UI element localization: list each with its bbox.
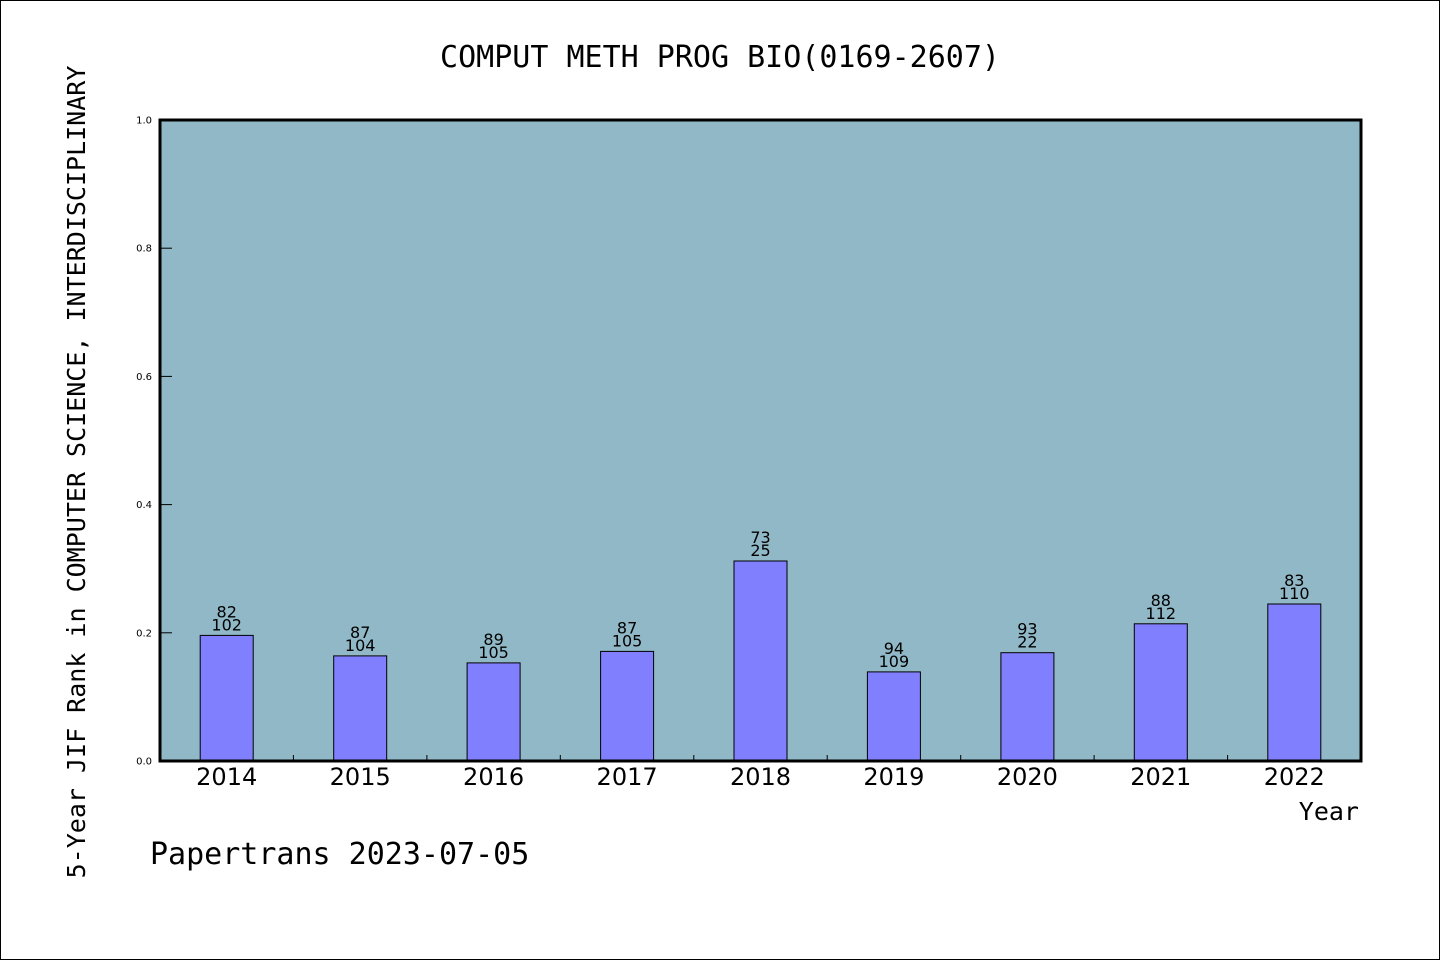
bar-total-label: 112 (1146, 604, 1177, 623)
footer-text: Papertrans 2023-07-05 (150, 837, 529, 872)
bar-2017 (600, 650, 655, 762)
bar-2022 (1267, 603, 1322, 762)
bar-total-label: 105 (612, 631, 643, 650)
y-tick-label: 0.6 (136, 372, 152, 383)
y-tick-label: 0.2 (136, 628, 152, 639)
bar-rank-label: 87 (350, 623, 370, 642)
bars (199, 560, 1322, 762)
bar-total-label: 102 (211, 615, 242, 634)
bar-total-label: 105 (478, 643, 509, 662)
y-tick-label: 0.0 (136, 757, 152, 768)
bar-total-label: 25 (750, 541, 770, 560)
chart-title: COMPUT METH PROG BIO(0169-2607) (440, 40, 1000, 75)
x-axis: 2014 2015 2016 2017 2018 2019 2020 2021 2022 (196, 755, 1325, 791)
bar-rank-label: 82 (217, 602, 237, 621)
x-tick-label: 2014 (196, 763, 257, 791)
x-tick-label: 2020 (997, 763, 1058, 791)
y-axis-label: 5-Year JIF Rank in COMPUTER SCIENCE, INT… (62, 66, 91, 879)
bar-total-label: 22 (1017, 633, 1037, 652)
bar-2014 (199, 634, 254, 762)
bar-rank-label: 93 (1017, 620, 1037, 639)
bar-2018 (733, 560, 788, 762)
bar-2020 (1000, 652, 1055, 762)
bar-rank-label: 88 (1151, 591, 1171, 610)
x-tick-label: 2019 (863, 763, 924, 791)
bar-rank-label: 89 (483, 630, 503, 649)
bar-rank-label: 94 (884, 639, 904, 658)
bar-2019 (866, 671, 921, 762)
bar-2021 (1133, 623, 1188, 762)
bar-rank-label: 73 (750, 528, 770, 547)
y-tick-label: 0.8 (136, 244, 152, 255)
bar-total-label: 110 (1279, 584, 1310, 603)
x-tick-label: 2017 (597, 763, 658, 791)
bar-rank-label: 83 (1284, 571, 1304, 590)
bar-total-label: 109 (879, 652, 910, 671)
x-tick-label: 2016 (463, 763, 524, 791)
bar-2016 (466, 662, 521, 762)
x-tick-label: 2015 (330, 763, 391, 791)
bar-total-label: 104 (345, 636, 376, 655)
y-tick-label: 1.0 (136, 116, 152, 127)
bar-rank-label: 87 (617, 618, 637, 637)
x-axis-label: Year (1299, 797, 1359, 826)
x-tick-label: 2021 (1130, 763, 1191, 791)
y-axis: 0.0 0.2 0.4 0.6 0.8 1.0 (136, 116, 172, 768)
x-tick-label: 2018 (730, 763, 791, 791)
x-tick-label: 2022 (1264, 763, 1325, 791)
y-tick-label: 0.4 (136, 500, 152, 511)
plot-border (158, 118, 1363, 763)
bar-2015 (333, 655, 388, 762)
